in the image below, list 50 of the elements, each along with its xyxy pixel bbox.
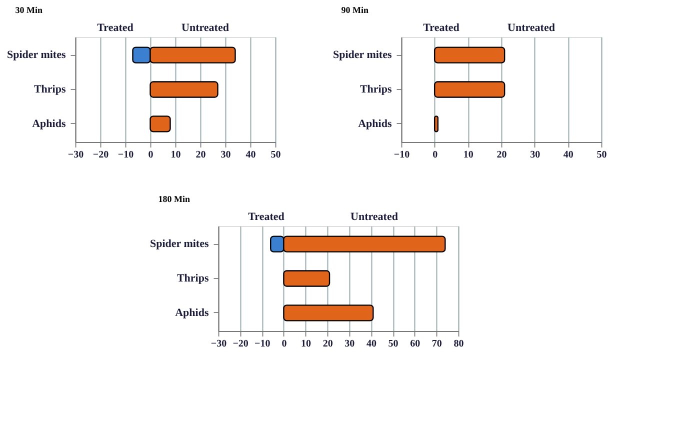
chart-title: 90 Min (341, 5, 369, 15)
text: Treated (97, 22, 134, 34)
text: Untreated (350, 211, 398, 223)
x-tick-label: −10 (118, 150, 134, 160)
text: Treated (423, 22, 460, 34)
chart-title: 180 Min (158, 194, 190, 204)
x-tick-label: 30 (344, 338, 355, 350)
x-tick-label: 50 (270, 150, 281, 160)
x-tick-label: 0 (148, 150, 154, 160)
text: Untreated (508, 22, 555, 34)
y-tick-label: Thrips (34, 84, 66, 96)
y-tick-label: Thrips (176, 272, 210, 284)
x-tick-label: 20 (196, 150, 206, 160)
y-tick-label: Aphids (358, 118, 392, 130)
x-tick-label: 20 (322, 338, 333, 350)
y-tick-label: Spider mites (150, 238, 210, 250)
bar (150, 116, 171, 132)
x-tick-label: 30 (220, 150, 231, 160)
x-tick-label: 50 (388, 338, 398, 350)
x-tick-label: −30 (68, 150, 84, 160)
y-tick-label: Aphids (175, 306, 210, 319)
x-tick-label: 60 (410, 338, 420, 350)
x-tick-label: 0 (432, 150, 438, 160)
x-tick-label: 80 (454, 338, 464, 350)
x-tick-label: 10 (170, 150, 181, 160)
text: Treated (248, 211, 284, 223)
x-tick-label: 40 (366, 338, 376, 350)
x-tick-label: 10 (301, 338, 312, 350)
x-tick-label: 20 (496, 150, 507, 160)
x-tick-label: 30 (530, 150, 540, 160)
x-tick-label: 70 (432, 338, 442, 350)
x-tick-label: 0 (282, 338, 287, 350)
y-tick-label: Aphids (32, 118, 66, 130)
chart-title: 30 Min (15, 5, 43, 15)
y-tick-label: Thrips (360, 84, 392, 96)
x-tick-label: 40 (563, 150, 574, 160)
x-tick-label: 10 (463, 150, 474, 160)
x-tick-label: −20 (232, 338, 248, 350)
bar (283, 304, 374, 322)
y-tick-label: Spider mites (332, 49, 392, 62)
x-tick-label: −10 (394, 150, 410, 160)
x-tick-label: 50 (596, 150, 607, 160)
x-tick-label: −10 (254, 338, 270, 350)
text: Untreated (182, 22, 229, 34)
x-tick-label: −20 (92, 150, 109, 160)
x-tick-label: 40 (246, 150, 256, 160)
x-tick-label: −30 (210, 338, 227, 350)
y-tick-label: Spider mites (6, 49, 66, 62)
bar (150, 81, 218, 98)
bar (283, 270, 330, 287)
